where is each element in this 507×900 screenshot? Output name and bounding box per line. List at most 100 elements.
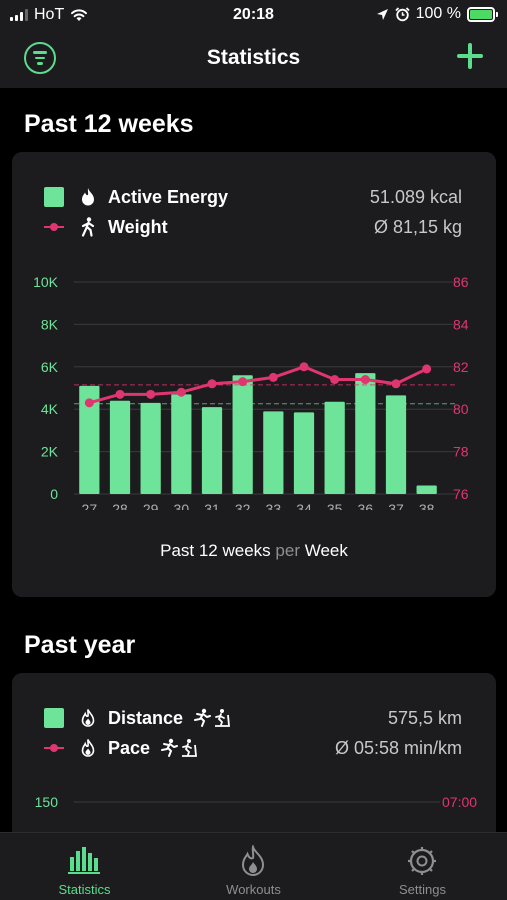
legend-value: Ø 05:58 min/km [334,737,462,758]
location-arrow-icon [376,8,388,20]
left-axis-tick: 10K [33,274,59,290]
x-axis-tick: 34 [296,501,312,510]
caption-per: per [275,541,300,560]
x-axis-tick: 32 [235,501,251,510]
legend-weight: Weight Ø 81,15 kg [44,214,462,240]
page-title: Statistics [206,46,301,69]
x-axis-tick: 35 [327,501,343,510]
energy-bar [416,485,437,494]
status-right: 100 % [376,5,498,23]
status-bar: HoT 20:18 100 % [0,0,507,32]
legend-value: 51.089 kcal [369,186,462,207]
bar-swatch [44,187,64,207]
left-axis-tick: 4K [41,401,59,417]
section-title-year: Past year [24,631,136,659]
weeks-combo-chart[interactable]: 0 2K 4K 6K 8K 10K 76 78 80 82 84 86 27 28 29 30 31 32 33 34… [12,270,496,510]
energy-bar [293,412,315,494]
weight-point [84,398,94,408]
battery-percent: 100 % [415,5,461,22]
weight-point [391,379,401,389]
weight-point [146,389,156,399]
energy-bar [355,373,376,494]
caption-range: Past 12 weeks [160,541,271,560]
bar-swatch [44,708,64,728]
tab-bar: Statistics Workouts Settings [0,832,507,900]
walking-person-icon [78,217,98,237]
legend-value: 575,5 km [387,707,462,728]
x-axis-tick: 33 [266,501,282,510]
carrier-label: HoT [34,6,65,23]
left-axis-tick: 0 [50,486,58,502]
energy-bar [263,411,284,494]
legend-label: Active Energy [108,186,229,207]
x-axis-tick: 27 [82,501,98,510]
energy-bar [232,375,253,494]
legend-pace: Pace Ø 05:58 min/km [44,735,462,761]
tab-settings[interactable]: Settings [338,833,507,900]
weeks-chart-card[interactable]: Active Energy 51.089 kcal Weight Ø 81,15… [12,152,496,597]
add-button[interactable] [457,43,483,69]
energy-bar [385,395,407,494]
right-axis-tick: 78 [453,444,469,460]
battery-icon [467,6,498,22]
legend-label: Weight [108,216,168,237]
left-axis-tick: 6K [41,359,59,375]
weight-point [115,389,125,399]
right-axis-tick: 84 [453,316,469,332]
signal-icon [10,9,28,21]
energy-bar [201,407,223,494]
flame-outline-icon [78,738,98,758]
x-axis-tick: 36 [358,501,374,510]
left-axis-tick: 8K [41,316,59,332]
x-axis-tick: 30 [174,501,190,510]
weight-point [176,387,186,397]
alarm-clock-icon [394,6,410,21]
year-combo-chart[interactable]: 150 07:00 [12,789,496,849]
weight-line [88,365,428,405]
weight-point [422,364,432,374]
status-time: 20:18 [233,6,274,23]
left-axis-tick: 2K [41,444,59,460]
right-axis-tick: 07:00 [442,794,477,810]
status-left: HoT [10,6,88,24]
right-axis-tick: 82 [453,359,469,375]
running-treadmill-icon [156,738,200,758]
energy-bar [324,401,345,494]
flame-icon [78,187,98,207]
tab-workouts[interactable]: Workouts [169,833,338,900]
gear-icon [408,847,436,875]
right-axis-tick: 86 [453,274,469,290]
section-title-weeks: Past 12 weeks [24,110,194,138]
weight-point [207,379,217,389]
flame-icon [241,845,265,876]
weight-point [330,375,340,385]
filter-button[interactable] [24,42,56,74]
energy-bar [140,402,161,494]
energy-bar [109,400,131,494]
line-swatch [44,738,64,758]
legend-distance: Distance 575,5 km [44,705,462,731]
tab-label: Workouts [226,882,281,897]
bar-chart-icon [68,847,100,874]
legend-active-energy: Active Energy 51.089 kcal [44,184,462,210]
tab-statistics[interactable]: Statistics [0,833,169,900]
wifi-icon [71,9,88,21]
x-axis-tick: 37 [388,501,404,510]
x-axis-tick: 29 [143,501,159,510]
tab-label: Statistics [58,882,111,897]
energy-bar [171,394,192,494]
line-swatch [44,217,64,237]
right-axis-tick: 76 [453,486,469,502]
chart-caption: Past 12 weeks per Week [12,541,496,561]
x-axis-tick: 38 [419,501,435,510]
x-axis-tick: 28 [112,501,128,510]
energy-bar [79,385,100,494]
weight-point [299,362,309,372]
left-axis-tick: 150 [35,794,59,810]
weight-point [268,372,278,382]
weight-point [360,375,370,385]
legend-label: Distance [108,707,184,728]
navigation-bar: Statistics [0,32,507,88]
running-treadmill-icon [189,708,233,728]
flame-outline-icon [78,708,98,728]
